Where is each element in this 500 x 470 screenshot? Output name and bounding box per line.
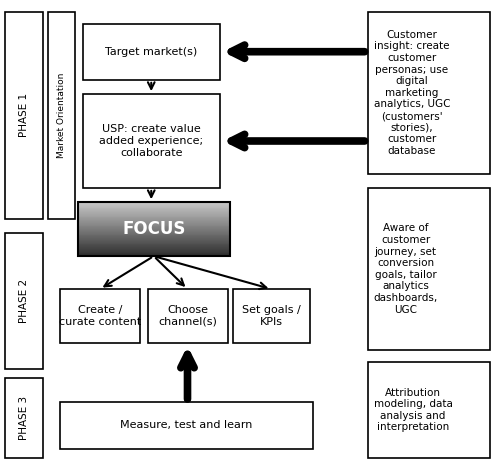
Bar (78, 244, 230, 245)
Bar (78, 234, 230, 235)
Bar (78, 207, 230, 208)
Bar (78, 224, 230, 226)
Bar (78, 210, 230, 211)
Bar (78, 255, 230, 256)
Bar (82, 94, 220, 188)
Bar (148, 289, 228, 343)
Bar (78, 230, 230, 232)
Text: PHASE 3: PHASE 3 (19, 396, 29, 440)
Bar (78, 250, 230, 251)
Bar (232, 289, 310, 343)
Bar (78, 241, 230, 243)
Text: Measure, test and learn: Measure, test and learn (120, 420, 252, 431)
Bar (5, 378, 43, 458)
Bar (78, 235, 230, 236)
Bar (5, 12, 43, 219)
Text: FOCUS: FOCUS (122, 220, 186, 238)
Bar (78, 229, 230, 231)
Bar (78, 223, 230, 225)
Bar (78, 209, 230, 210)
Bar (78, 238, 230, 239)
Bar (5, 233, 43, 369)
Bar (82, 24, 220, 80)
Bar (78, 215, 230, 217)
Bar (78, 205, 230, 207)
Bar (78, 246, 230, 247)
Bar (60, 402, 312, 449)
Bar (78, 242, 230, 243)
Bar (78, 239, 230, 240)
Bar (78, 227, 230, 228)
Bar (78, 231, 230, 233)
Text: Choose
channel(s): Choose channel(s) (158, 306, 217, 327)
Bar (78, 213, 230, 215)
Bar (78, 222, 230, 224)
Bar (78, 247, 230, 248)
Bar (78, 202, 230, 203)
Bar (78, 236, 230, 237)
Bar (78, 239, 230, 241)
Bar (78, 208, 230, 209)
Bar (78, 219, 230, 221)
Bar (78, 232, 230, 234)
Bar (78, 253, 230, 254)
Bar (78, 226, 230, 227)
Bar (78, 245, 230, 246)
Bar (78, 212, 230, 213)
Bar (78, 202, 230, 256)
Text: Create /
curate content: Create / curate content (59, 306, 141, 327)
Bar (368, 362, 490, 458)
Text: USP: create value
added experience;
collaborate: USP: create value added experience; coll… (99, 125, 204, 157)
Bar (78, 218, 230, 219)
Bar (78, 204, 230, 205)
Bar (78, 252, 230, 253)
Text: Market Orientation: Market Orientation (57, 72, 66, 158)
Bar (78, 250, 230, 251)
Bar (78, 220, 230, 222)
Bar (78, 254, 230, 255)
Bar (368, 188, 490, 350)
Bar (78, 233, 230, 235)
Text: Customer
insight: create
customer
personas; use
digital
marketing
analytics, UGC: Customer insight: create customer person… (374, 30, 450, 156)
Bar (78, 237, 230, 238)
Bar (78, 216, 230, 218)
Bar (78, 228, 230, 230)
Bar (48, 12, 75, 219)
Bar (78, 243, 230, 244)
Bar (78, 214, 230, 216)
Bar (78, 211, 230, 212)
Bar (78, 221, 230, 223)
Text: Set goals /
KPIs: Set goals / KPIs (242, 306, 300, 327)
Bar (78, 225, 230, 227)
Bar (78, 203, 230, 204)
Bar (78, 248, 230, 249)
Bar (78, 212, 230, 214)
Bar (78, 249, 230, 250)
Text: Attribution
modeling, data
analysis and
interpretation: Attribution modeling, data analysis and … (374, 388, 452, 432)
Text: Aware of
customer
journey, set
conversion
goals, tailor
analytics
dashboards,
UG: Aware of customer journey, set conversio… (374, 223, 438, 315)
Text: Target market(s): Target market(s) (105, 47, 198, 57)
Bar (78, 251, 230, 252)
Text: PHASE 1: PHASE 1 (19, 93, 29, 137)
Bar (60, 289, 140, 343)
Bar (78, 204, 230, 206)
Bar (78, 206, 230, 208)
Bar (368, 12, 490, 174)
Bar (78, 217, 230, 218)
Bar (78, 228, 230, 229)
Bar (78, 219, 230, 220)
Bar (78, 240, 230, 242)
Text: PHASE 2: PHASE 2 (19, 279, 29, 323)
